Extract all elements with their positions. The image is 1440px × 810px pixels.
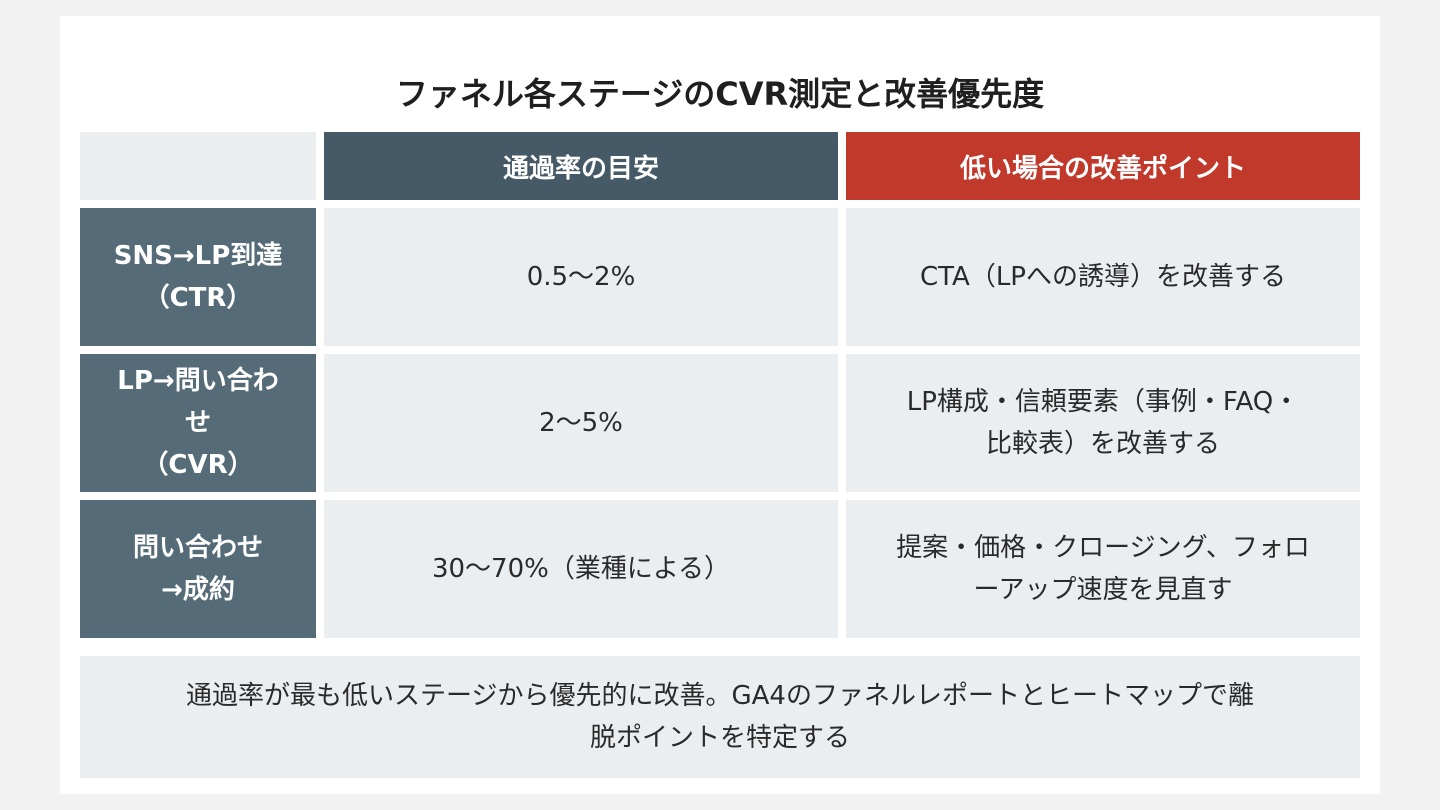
rate-cell-sns-lp: 0.5〜2%	[324, 208, 838, 346]
table-corner-cell	[80, 132, 316, 200]
rate-cell-lp-inquiry: 2〜5%	[324, 354, 838, 492]
improvement-cell-sns-lp: CTA（LPへの誘導）を改善する	[846, 208, 1360, 346]
page-title: ファネル各ステージのCVR測定と改善優先度	[395, 75, 1045, 113]
column-header-rate: 通過率の目安	[324, 132, 838, 200]
improvement-cell-lp-inquiry: LP構成・信頼要素（事例・FAQ・ 比較表）を改善する	[846, 354, 1360, 492]
row-header-inquiry-contract: 問い合わせ →成約	[80, 500, 316, 638]
funnel-table: 通過率の目安 低い場合の改善ポイント SNS→LP到達 （CTR） 0.5〜2%…	[80, 132, 1360, 638]
improvement-cell-inquiry-contract: 提案・価格・クロージング、フォロ ーアップ速度を見直す	[846, 500, 1360, 638]
summary-note: 通過率が最も低いステージから優先的に改善。GA4のファネルレポートとヒートマップ…	[80, 656, 1360, 778]
column-header-improvement: 低い場合の改善ポイント	[846, 132, 1360, 200]
rate-cell-inquiry-contract: 30〜70%（業種による）	[324, 500, 838, 638]
slide-card: ファネル各ステージのCVR測定と改善優先度 通過率の目安 低い場合の改善ポイント…	[60, 16, 1380, 794]
row-header-lp-inquiry: LP→問い合わ せ （CVR）	[80, 354, 316, 492]
row-header-sns-lp: SNS→LP到達 （CTR）	[80, 208, 316, 346]
